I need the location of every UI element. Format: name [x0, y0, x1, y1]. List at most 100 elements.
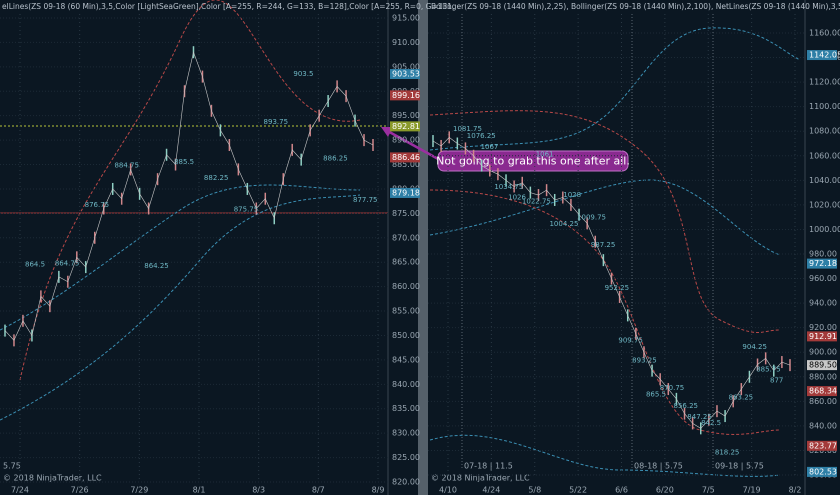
- x-tick-label: 8/2: [789, 486, 802, 495]
- y-tick-label: 915.00: [392, 14, 420, 23]
- price-flag: [807, 386, 837, 397]
- level-label: 909.75: [618, 336, 643, 344]
- y-tick-label: 920.00: [809, 323, 837, 332]
- price-flag-label: 889.50: [809, 361, 837, 370]
- x-tick-label: 7/19: [743, 486, 761, 495]
- level-label: 864.25: [144, 262, 169, 270]
- level-label: 1076.25: [467, 132, 496, 140]
- band-line: [19, 0, 361, 381]
- price-line: [432, 136, 791, 429]
- y-tick-label: 880.00: [809, 372, 837, 381]
- y-tick-label: 870.00: [392, 233, 420, 242]
- y-tick-label: 830.00: [392, 429, 420, 438]
- panel-separator: [418, 0, 428, 495]
- level-label: 847.25: [687, 413, 712, 421]
- level-label: 987.25: [591, 241, 616, 249]
- y-tick-label: 890.00: [392, 136, 420, 145]
- y-tick-label: 980.00: [809, 250, 837, 259]
- contract-label: 5.75: [3, 462, 21, 471]
- level-label: 1081.75: [453, 125, 482, 133]
- contract-label: 07-18 | 11.5: [464, 462, 513, 471]
- level-label: 1067: [481, 143, 499, 151]
- y-tick-label: 1160.00: [809, 29, 840, 38]
- level-label: 864.5: [25, 261, 45, 269]
- level-label: 864.75: [55, 259, 79, 267]
- footer: © 2018 NinjaTrader, LLC: [3, 474, 102, 483]
- y-tick-label: 840.00: [392, 380, 420, 389]
- panel-header: elLines(ZS 09-18 (60 Min),3,5,Color [Lig…: [2, 2, 454, 11]
- band-line: [429, 189, 781, 435]
- band-line: [429, 110, 781, 333]
- level-label: 885.75: [756, 366, 781, 374]
- x-tick-label: 6/6: [615, 486, 628, 495]
- price-flag-label: 912.91: [809, 332, 837, 341]
- level-label: 1026: [508, 194, 526, 202]
- annotation-text: Not going to grab this one after all.: [436, 155, 630, 168]
- level-label: 870.75: [660, 384, 685, 392]
- level-label: 876.75: [85, 201, 110, 209]
- level-label: 886.25: [323, 154, 348, 162]
- level-label: 1009.75: [577, 213, 606, 221]
- y-tick-label: 865.00: [392, 258, 420, 267]
- y-tick-label: 825.00: [392, 453, 420, 462]
- level-label: 818.25: [715, 449, 740, 457]
- y-tick-label: 940.00: [809, 299, 837, 308]
- price-flag: [807, 331, 837, 342]
- y-tick-label: 850.00: [392, 331, 420, 340]
- y-tick-label: 1020.00: [809, 200, 840, 209]
- band-line: [0, 184, 361, 331]
- y-tick-label: 1080.00: [809, 127, 840, 136]
- x-tick-label: 4/24: [482, 486, 500, 495]
- level-label: 842.5: [701, 419, 721, 427]
- price-flag: [807, 466, 837, 477]
- y-tick-label: 1120.00: [809, 78, 840, 87]
- y-tick-label: 860.00: [392, 282, 420, 291]
- level-label: 1028: [563, 191, 581, 199]
- y-tick-label: 895.00: [392, 111, 420, 120]
- y-tick-label: 820.00: [392, 478, 420, 487]
- level-label: 882.25: [204, 174, 229, 182]
- panel-header: Bollinger(ZS 09-18 (1440 Min),2,25), Bol…: [431, 2, 840, 11]
- annotation-arrow: [383, 127, 441, 162]
- band-line: [429, 179, 781, 256]
- x-tick-label: 7/24: [11, 486, 29, 495]
- level-label: 885.5: [174, 158, 194, 166]
- level-label: 1004.25: [549, 220, 578, 228]
- price-flag: [807, 50, 837, 61]
- y-tick-label: 910.00: [392, 38, 420, 47]
- x-tick-label: 8/7: [312, 486, 325, 495]
- contract-label: 08-18 | 5.75: [634, 462, 683, 471]
- x-tick-label: 6/20: [656, 486, 674, 495]
- y-tick-label: 855.00: [392, 307, 420, 316]
- level-label: 856.25: [674, 402, 699, 410]
- price-flag-label: 823.77: [809, 441, 837, 450]
- y-tick-label: 960.00: [809, 274, 837, 283]
- x-tick-label: 4/10: [439, 486, 457, 495]
- price-flag-label: 886.46: [392, 153, 420, 162]
- y-tick-label: 1100.00: [809, 102, 840, 111]
- band-line: [429, 27, 801, 151]
- price-flag: [807, 440, 837, 451]
- contract-label: 09-18 | 5.75: [715, 462, 764, 471]
- price-flag: [807, 360, 837, 371]
- price-flag: [807, 258, 837, 269]
- y-tick-label: 835.00: [392, 404, 420, 413]
- y-tick-label: 900.00: [809, 348, 837, 357]
- y-tick-label: 840.00: [809, 421, 837, 430]
- y-tick-label: 885.00: [392, 160, 420, 169]
- price-flag-label: 868.34: [809, 387, 837, 396]
- price-line: [4, 51, 374, 341]
- y-tick-label: 1000.00: [809, 225, 840, 234]
- x-tick-label: 7/29: [130, 486, 148, 495]
- price-flag-label: 899.16: [392, 91, 420, 100]
- price-flag-label: 903.53: [392, 70, 420, 79]
- price-flag: [390, 69, 420, 80]
- level-label: 893.25: [632, 357, 657, 365]
- level-label: 903.5: [293, 70, 313, 78]
- x-tick-label: 7/26: [71, 486, 89, 495]
- level-label: 884.75: [114, 162, 139, 170]
- price-flag: [390, 121, 420, 132]
- y-tick-label: 905.00: [392, 62, 420, 71]
- price-flag-label: 802.53: [809, 467, 837, 476]
